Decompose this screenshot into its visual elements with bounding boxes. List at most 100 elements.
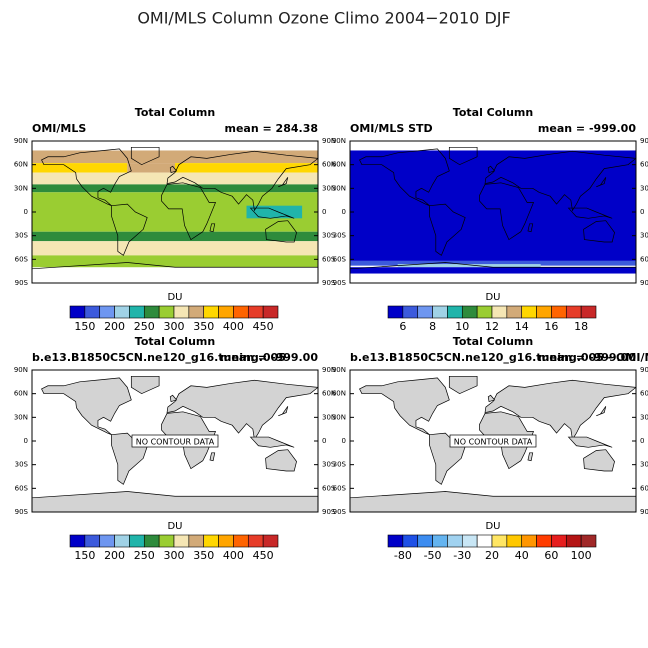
colorbar-box xyxy=(387,534,404,548)
lat-label: 60N xyxy=(322,161,336,169)
note-box xyxy=(131,434,219,448)
land xyxy=(278,406,289,417)
lat-label: 30N xyxy=(14,413,28,421)
colorbar-box xyxy=(158,305,175,319)
lat-label: 60S xyxy=(333,255,347,263)
colorbar-label: 12 xyxy=(485,320,499,333)
colorbar-label: 400 xyxy=(223,320,244,333)
colorbar-box xyxy=(417,534,433,548)
lat-label: 30S xyxy=(333,461,347,469)
colorbar-box xyxy=(565,534,582,548)
lat-label: 60N xyxy=(332,390,346,398)
colorbar-box xyxy=(114,305,130,319)
colorbar-box xyxy=(461,305,478,319)
land xyxy=(209,223,216,233)
colorbar-box xyxy=(536,305,552,319)
colorbar-box xyxy=(432,305,448,319)
land xyxy=(265,220,297,243)
colorbar-box xyxy=(69,305,86,319)
panel-right-label: mean = -999.00 xyxy=(220,351,318,364)
land xyxy=(583,220,615,243)
contour-fill xyxy=(32,184,318,193)
colorbar-label: 40 xyxy=(515,549,529,562)
land xyxy=(111,203,148,256)
lat-label: 90S xyxy=(15,508,29,516)
land xyxy=(32,491,318,512)
land xyxy=(209,452,216,462)
lat-label: 0 xyxy=(342,437,346,445)
lat-label: 90N xyxy=(640,137,648,145)
panel-right-label: mean = 284.38 xyxy=(225,122,319,135)
land xyxy=(166,379,318,441)
lat-label: 30N xyxy=(14,184,28,192)
land xyxy=(484,379,636,441)
land xyxy=(41,148,132,207)
colorbar-box xyxy=(129,534,145,548)
land xyxy=(166,150,318,212)
land xyxy=(567,436,613,448)
colorbar-unit: DU xyxy=(167,521,182,532)
contour-fill xyxy=(397,264,541,268)
lat-label: 60N xyxy=(332,161,346,169)
colorbar-label: 10 xyxy=(455,320,469,333)
colorbar-label: 250 xyxy=(134,549,155,562)
lat-label: 30S xyxy=(322,461,336,469)
colorbar-box xyxy=(417,305,433,319)
lat-label: 90S xyxy=(640,279,648,287)
lat-label: 90N xyxy=(332,366,346,374)
contour-fill xyxy=(127,163,175,173)
colorbar-box xyxy=(476,534,493,548)
land xyxy=(161,182,217,241)
colorbar-box xyxy=(491,534,508,548)
colorbar-box xyxy=(506,534,523,548)
lat-label: 0 xyxy=(24,437,28,445)
colorbar-box xyxy=(447,305,463,319)
colorbar-box xyxy=(84,305,101,319)
contour-fill xyxy=(246,205,303,219)
lat-label: 60N xyxy=(14,161,28,169)
lat-label: 30N xyxy=(322,184,336,192)
land xyxy=(596,406,607,417)
colorbar-box xyxy=(262,534,279,548)
map xyxy=(350,141,636,283)
colorbar-box xyxy=(580,305,597,319)
note: NO CONTOUR DATA xyxy=(454,438,533,447)
colorbar-label: 60 xyxy=(544,549,558,562)
colorbar-box xyxy=(158,534,175,548)
lat-label: 90N xyxy=(14,366,28,374)
colorbar-box xyxy=(143,534,160,548)
land xyxy=(32,262,318,283)
land xyxy=(249,436,295,448)
colorbar-box xyxy=(218,534,234,548)
note-box xyxy=(449,434,537,448)
colorbar-box xyxy=(143,305,160,319)
panel-left-label: b.e13.B1850C5CN.ne120_g16.tuning.005 - O… xyxy=(350,351,648,364)
lat-label: 90S xyxy=(15,279,29,287)
map-panel: Total Column OMI/MLS STD mean = -999.00 90N… xyxy=(332,106,648,333)
colorbar-label: 150 xyxy=(74,320,95,333)
colorbar-box xyxy=(551,305,567,319)
land xyxy=(169,165,178,173)
lat-label: 60N xyxy=(322,390,336,398)
panel-left-label: OMI/MLS xyxy=(32,122,86,135)
land xyxy=(583,449,615,472)
lat-label: 90N xyxy=(640,366,648,374)
colorbar-label: 150 xyxy=(74,549,95,562)
colorbar-box xyxy=(188,534,205,548)
map-panel: Total Column b.e13.B1850C5CN.ne120_g16.tu… xyxy=(332,335,648,562)
panel-title: Total Column xyxy=(135,335,215,348)
colorbar-unit: DU xyxy=(167,292,182,303)
colorbar-box xyxy=(402,534,419,548)
panel-title: Total Column xyxy=(453,335,533,348)
contour-fill xyxy=(350,150,636,261)
lat-label: 30N xyxy=(640,184,648,192)
colorbar-box xyxy=(99,305,115,319)
lat-label: 90S xyxy=(333,508,347,516)
lat-label: 30N xyxy=(332,184,346,192)
colorbar-box xyxy=(99,534,115,548)
lat-label: 90N xyxy=(322,137,336,145)
colorbar-box xyxy=(129,305,145,319)
lat-label: 0 xyxy=(640,437,644,445)
